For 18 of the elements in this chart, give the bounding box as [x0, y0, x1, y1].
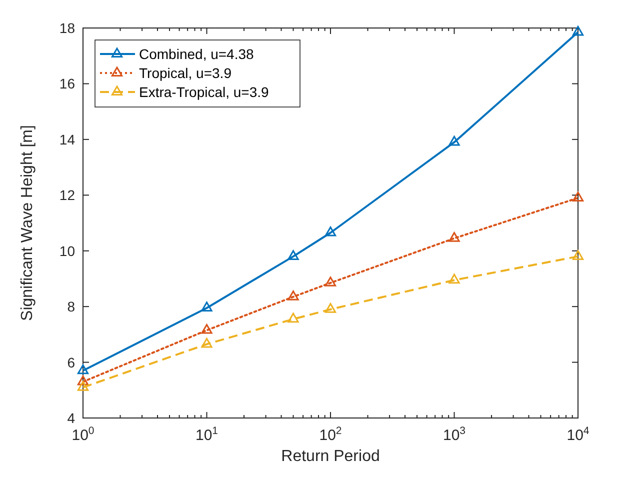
x-tick-label: 10$^{0}$	[72, 425, 94, 444]
y-tick-label: 16	[59, 76, 76, 92]
x-tick-label: 10$^{3}$	[442, 425, 466, 444]
y-tick-label: 14	[59, 131, 76, 148]
y-tick-label: 18	[59, 20, 76, 36]
y-tick-label: 12	[59, 187, 76, 204]
x-tick-label: 10$^{4}$	[566, 425, 590, 444]
y-axis-title: Significant Wave Height [m]	[19, 125, 36, 321]
x-axis-title: Return Period	[281, 448, 380, 465]
legend-label: Extra-Tropical, u=3.9	[139, 84, 270, 100]
legend-label: Tropical, u=3.9	[139, 65, 232, 81]
x-tick-label: 10$^{2}$	[319, 425, 342, 444]
y-tick-label: 8	[67, 298, 76, 315]
y-tick-label: 4	[67, 410, 76, 426]
x-tick-label: 10$^{1}$	[195, 425, 218, 444]
y-tick-label: 10	[59, 242, 76, 259]
legend-label: Combined, u=4.38	[139, 46, 254, 62]
y-tick-label: 6	[67, 354, 76, 370]
